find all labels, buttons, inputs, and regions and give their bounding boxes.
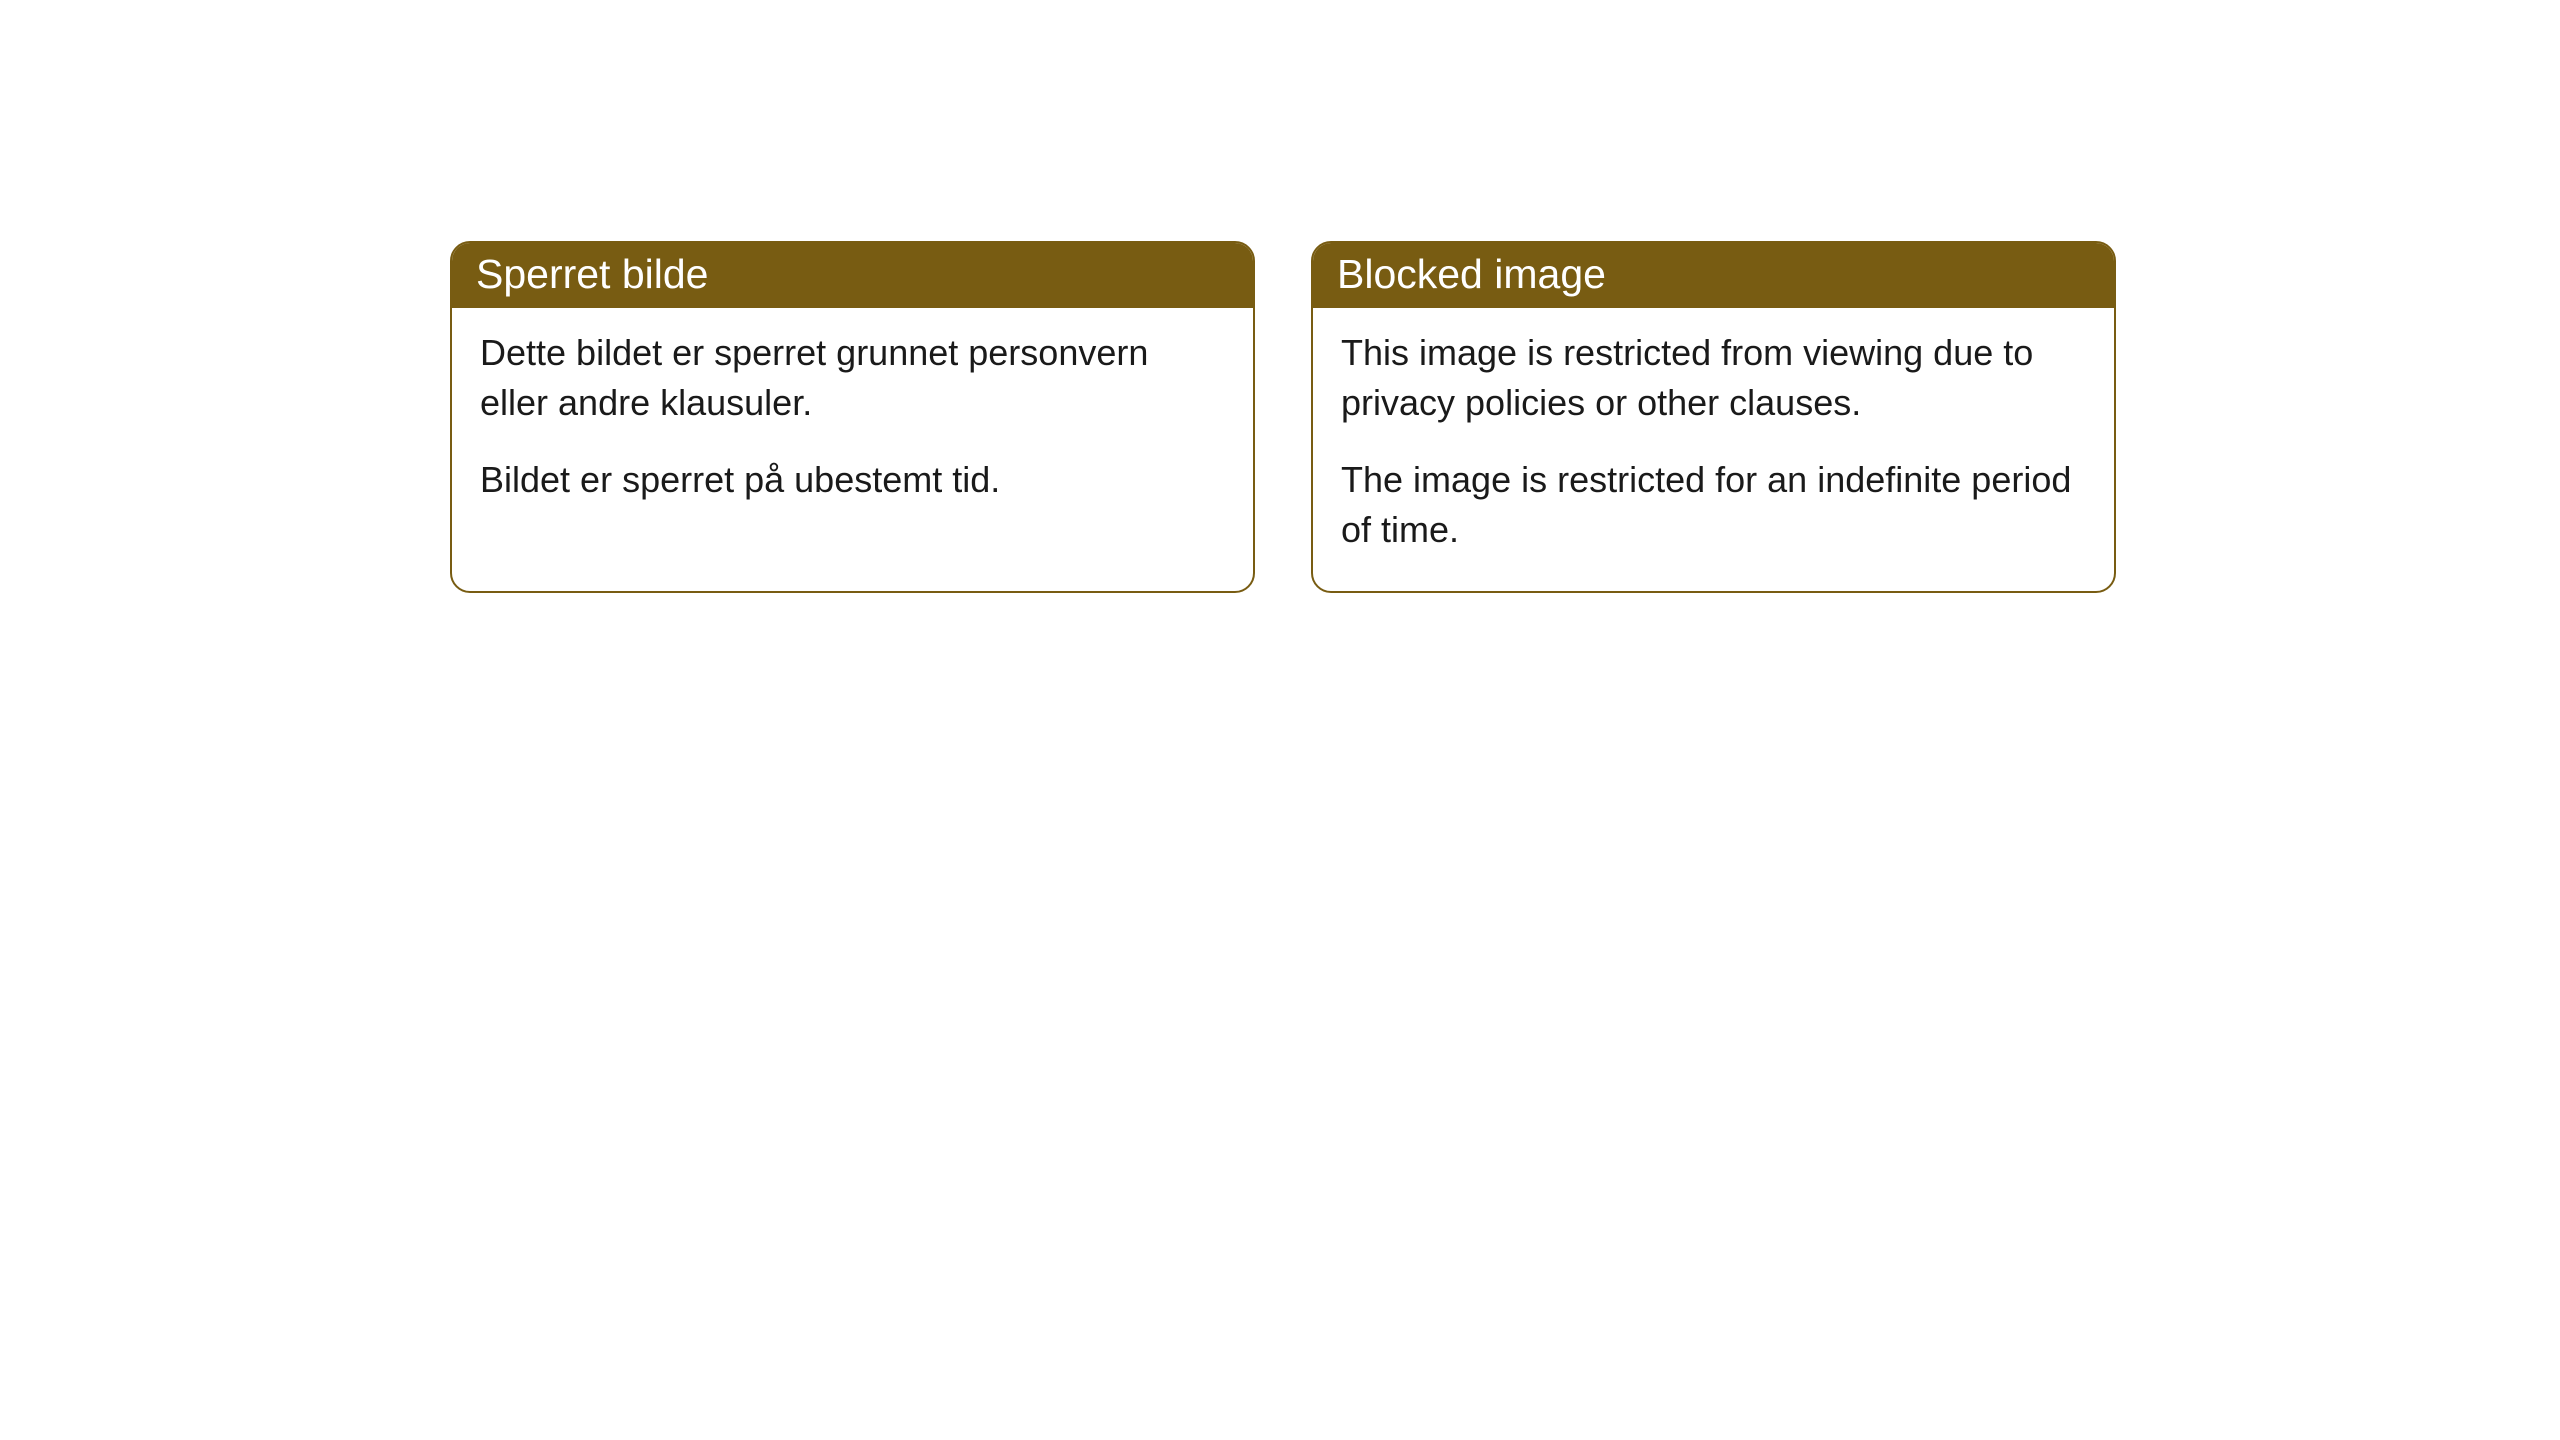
card-paragraph2-en: The image is restricted for an indefinit… (1341, 455, 2086, 554)
card-body-no: Dette bildet er sperret grunnet personve… (452, 308, 1253, 541)
card-paragraph1-no: Dette bildet er sperret grunnet personve… (480, 328, 1225, 427)
card-header-en: Blocked image (1313, 243, 2114, 308)
card-paragraph1-en: This image is restricted from viewing du… (1341, 328, 2086, 427)
notice-cards-container: Sperret bilde Dette bildet er sperret gr… (450, 241, 2116, 593)
card-body-en: This image is restricted from viewing du… (1313, 308, 2114, 591)
blocked-image-card-no: Sperret bilde Dette bildet er sperret gr… (450, 241, 1255, 593)
card-title-no: Sperret bilde (476, 251, 708, 297)
card-title-en: Blocked image (1337, 251, 1606, 297)
card-paragraph2-no: Bildet er sperret på ubestemt tid. (480, 455, 1225, 505)
card-header-no: Sperret bilde (452, 243, 1253, 308)
blocked-image-card-en: Blocked image This image is restricted f… (1311, 241, 2116, 593)
